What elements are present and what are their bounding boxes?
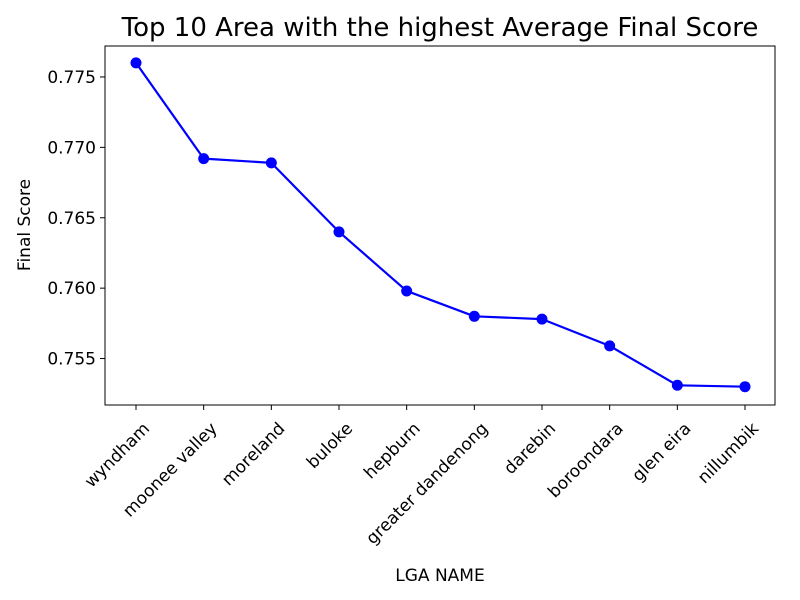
y-tick-label: 0.755 xyxy=(47,350,96,370)
plot-frame xyxy=(104,45,776,406)
data-point xyxy=(536,313,548,325)
x-tick-label: moreland xyxy=(218,419,289,490)
x-tick-label: wyndham xyxy=(81,419,154,492)
data-point xyxy=(333,226,345,238)
x-tick-label: glen eira xyxy=(628,419,695,486)
y-tick-label: 0.770 xyxy=(47,138,96,158)
x-tick-label: hepburn xyxy=(360,419,424,483)
data-point xyxy=(468,310,480,322)
data-point xyxy=(198,153,210,165)
x-axis-title: LGA NAME xyxy=(395,566,484,586)
x-tick-label: greater dandenong xyxy=(362,419,492,549)
data-point xyxy=(401,285,413,297)
data-point xyxy=(604,340,616,352)
x-tick-label: buloke xyxy=(303,419,357,473)
data-point xyxy=(130,57,142,69)
y-axis-title: Final Score xyxy=(15,179,35,271)
series-line xyxy=(135,62,746,388)
y-tick-label: 0.765 xyxy=(47,209,96,229)
data-point xyxy=(739,381,751,393)
data-point xyxy=(265,157,277,169)
x-tick-label: nillumbik xyxy=(694,419,763,488)
y-tick-label: 0.760 xyxy=(47,279,96,299)
y-tick-label: 0.775 xyxy=(47,68,96,88)
x-tick-label: darebin xyxy=(500,419,560,479)
chart-title: Top 10 Area with the highest Average Fin… xyxy=(121,13,759,43)
data-point xyxy=(671,379,683,391)
